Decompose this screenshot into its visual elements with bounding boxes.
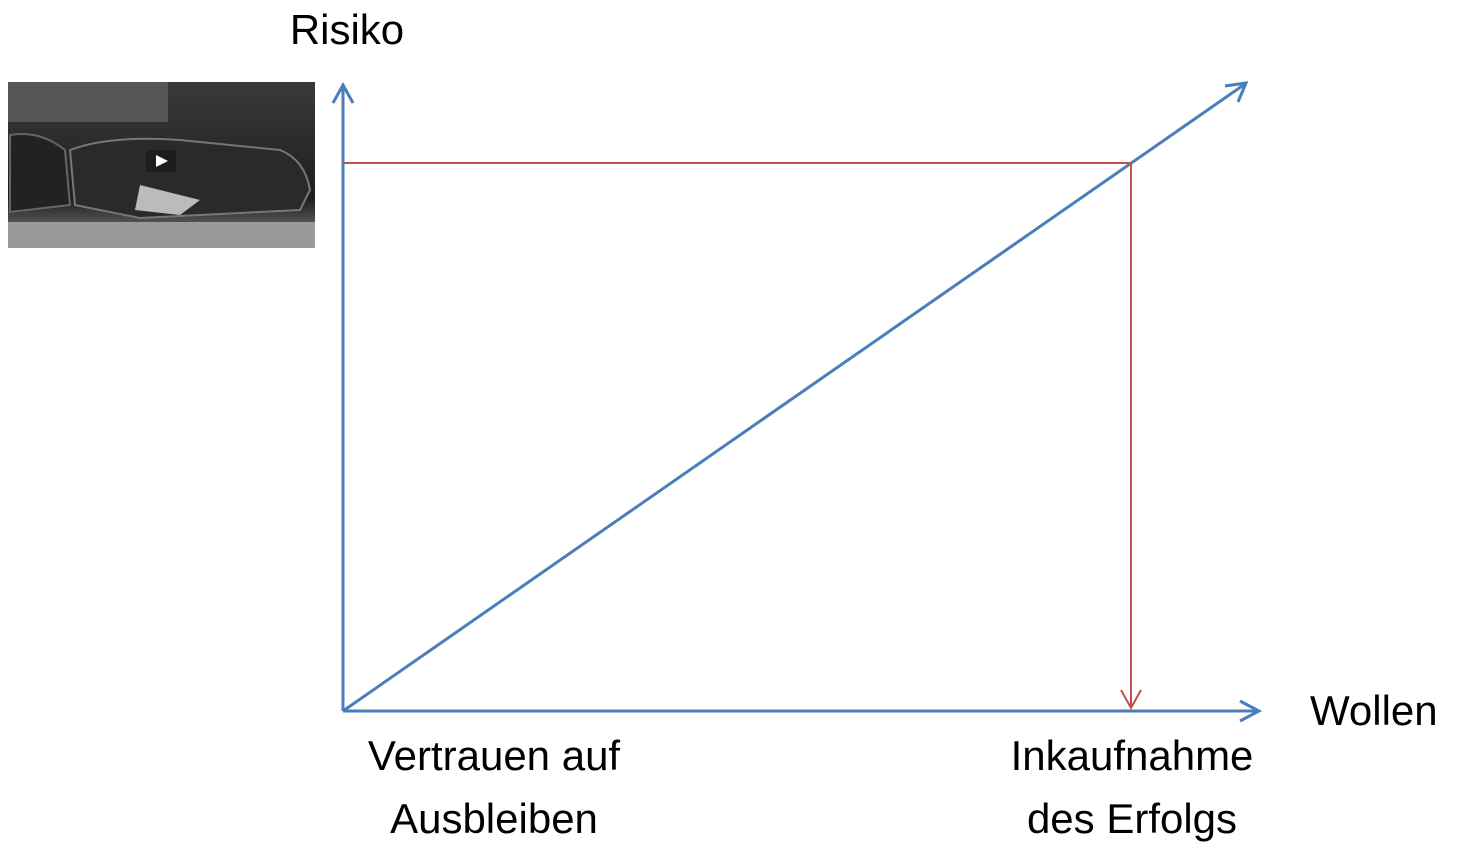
thumbnail-road <box>8 222 315 248</box>
left-label: Ausbleiben <box>390 795 598 842</box>
right-label: des Erfolgs <box>1027 795 1237 842</box>
diagram: Risiko Wollen Vertrauen auf Ausbleiben I… <box>0 0 1466 845</box>
video-thumbnail[interactable] <box>8 82 315 248</box>
left-label: Vertrauen auf <box>368 732 621 779</box>
page: Risiko Wollen Vertrauen auf Ausbleiben I… <box>0 0 1466 845</box>
right-label: Inkaufnahme <box>1011 732 1254 779</box>
y-axis-label: Risiko <box>290 6 404 53</box>
diagonal-line <box>343 84 1245 711</box>
thumbnail-building <box>8 82 168 122</box>
x-axis-label: Wollen <box>1310 687 1438 734</box>
